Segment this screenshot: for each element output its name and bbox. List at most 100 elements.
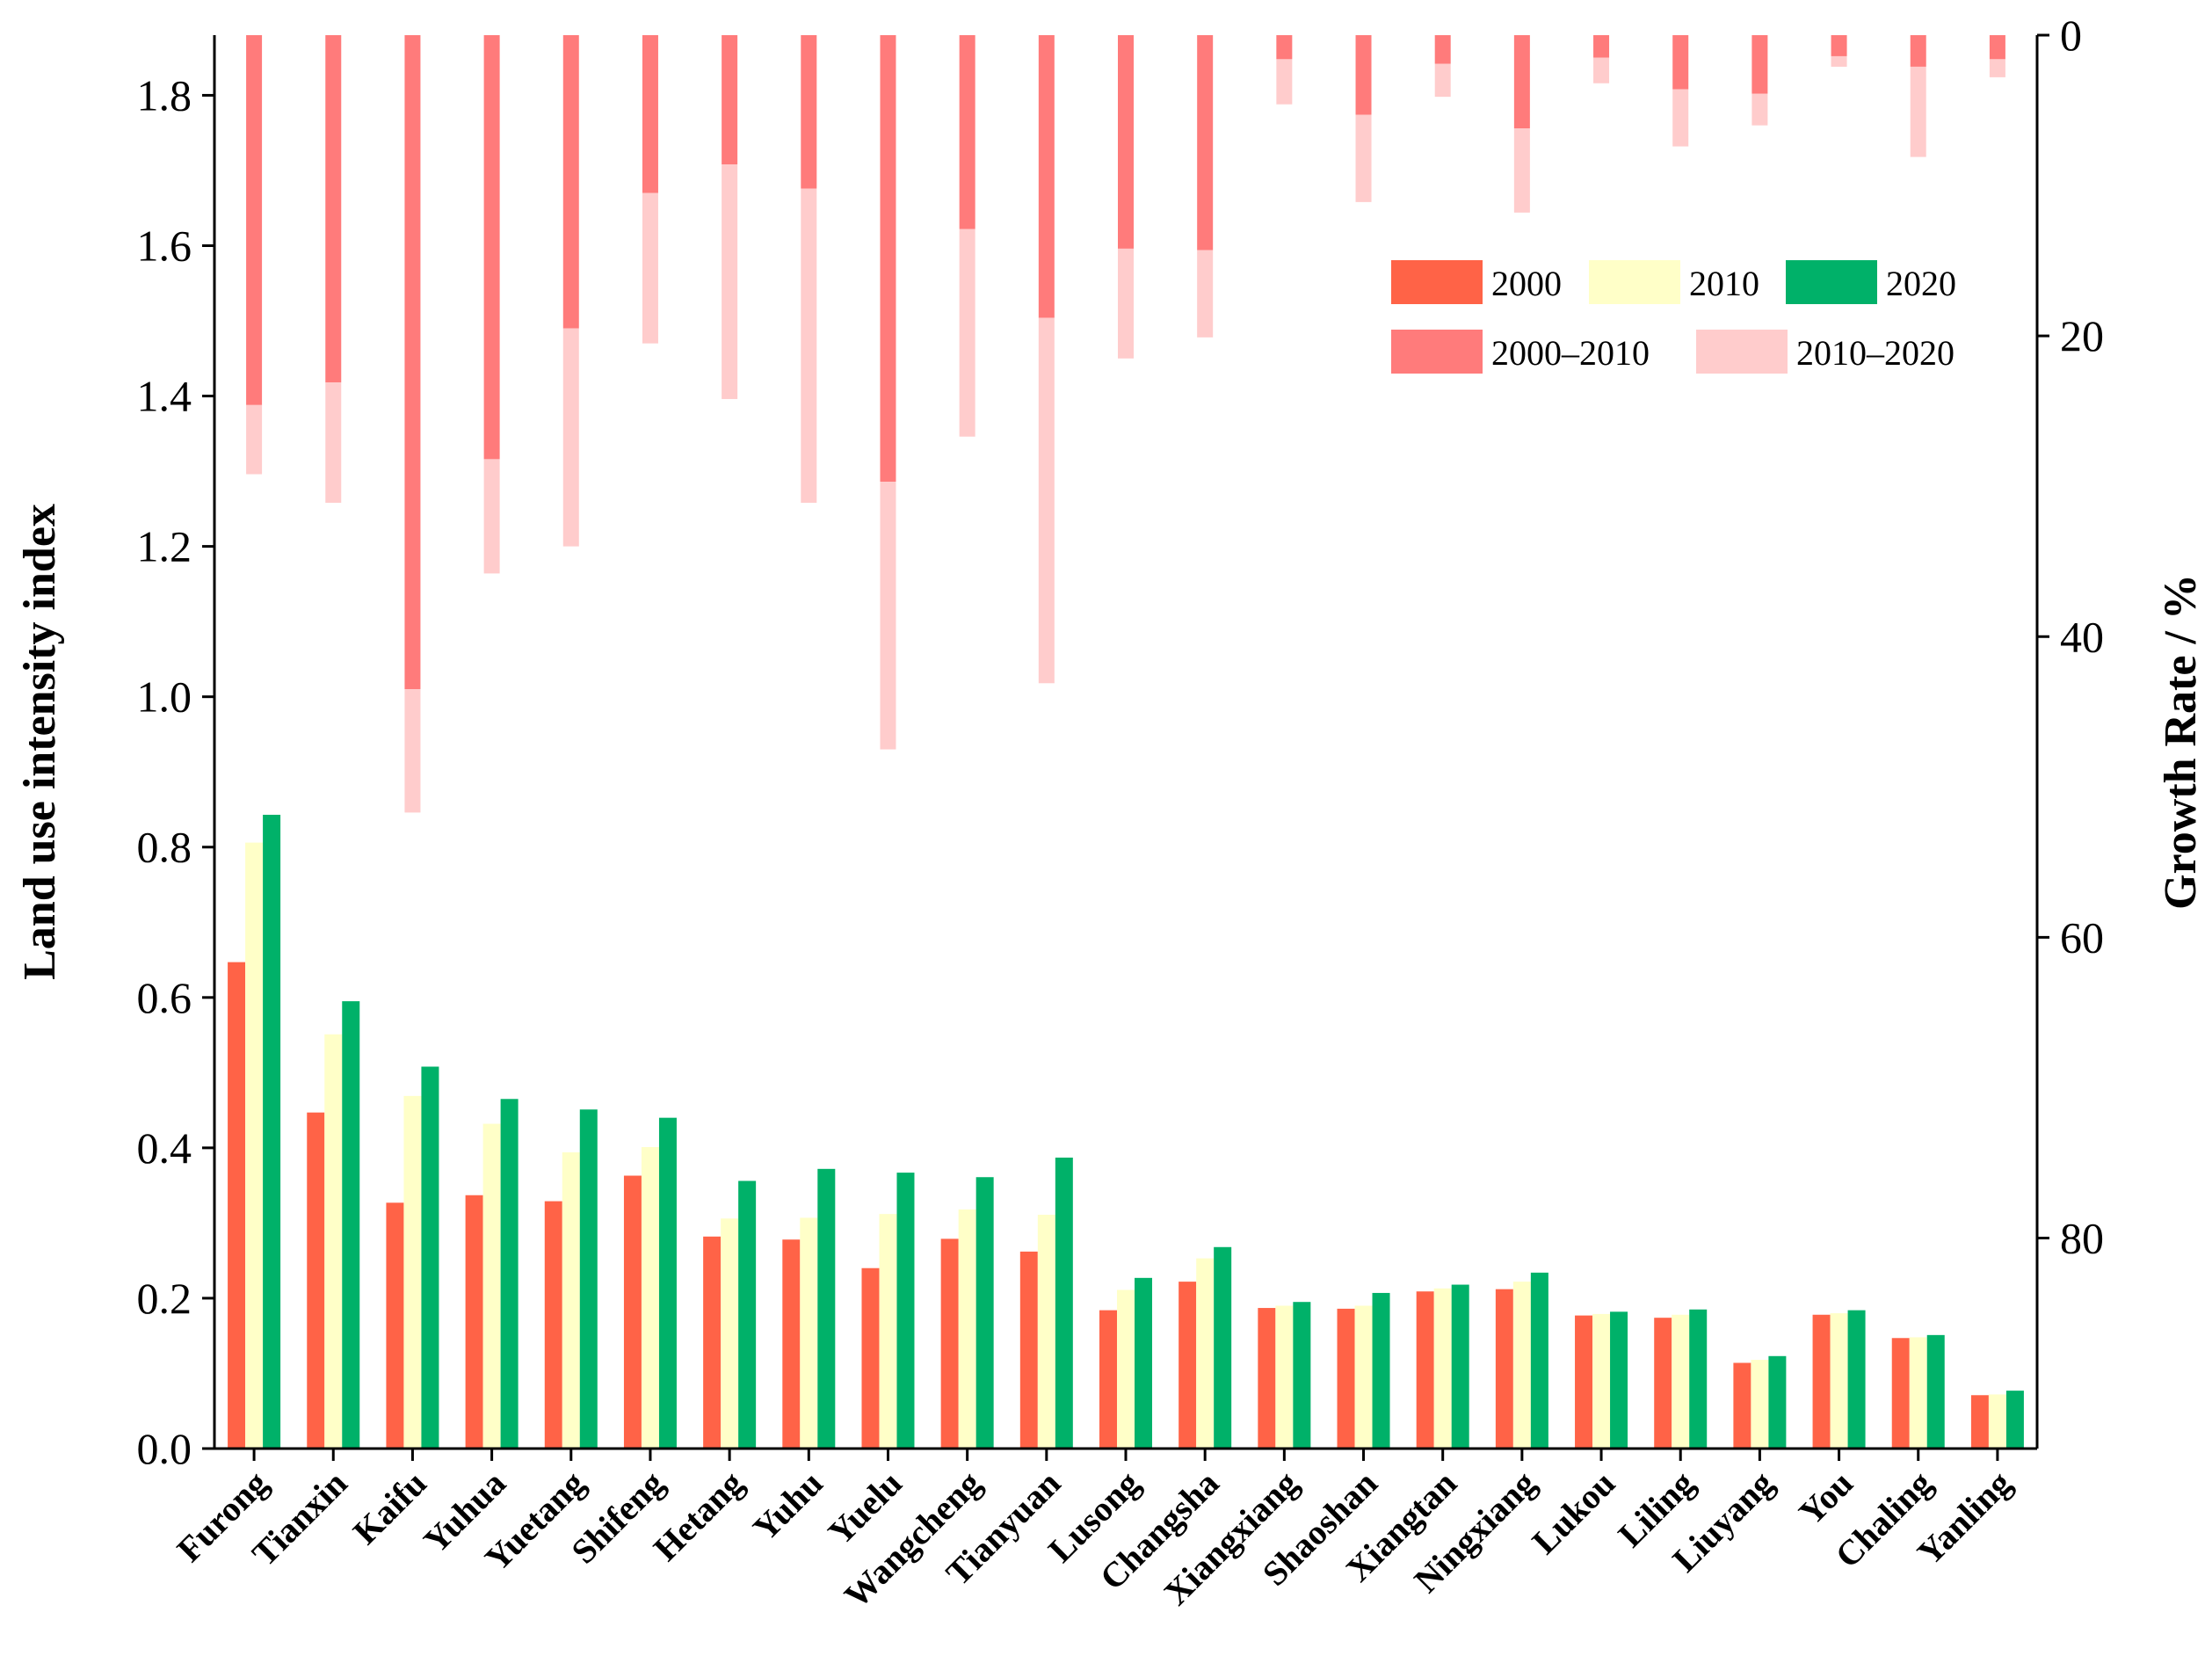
bar-growth-2000-2010-yuetang (562, 35, 579, 329)
bar-2010-yuhua (482, 1123, 501, 1449)
bar-2000-furong (228, 962, 246, 1449)
bar-2020-lukou (1610, 1311, 1628, 1449)
bar-2000-liling (1654, 1318, 1672, 1449)
bar-growth-2010-2020-lukou (1593, 57, 1610, 84)
bar-growth-2000-2010-lusong (1118, 35, 1134, 249)
bar-2000-shaoshan (1337, 1308, 1355, 1449)
legend-swatch-2010-2020 (1696, 330, 1788, 374)
bar-2000-kaifu (386, 1202, 404, 1449)
y-tick-label: 0.6 (137, 973, 192, 1022)
bar-growth-2010-2020-xiangxiang (1276, 59, 1293, 105)
bar-growth-2010-2020-chaling (1910, 66, 1926, 157)
bar-2020-yuhu (817, 1168, 836, 1449)
y-tick-label: 1.6 (137, 221, 192, 270)
legend-swatch-2020 (1786, 260, 1877, 304)
bar-2020-wangcheng (975, 1177, 994, 1449)
bar-growth-2000-2010-xiangtan (1434, 35, 1451, 64)
y-tick-label: 1.0 (137, 672, 192, 722)
bar-growth-2010-2020-kaifu (404, 689, 421, 813)
x-tick-label-lukou: Lukou (1524, 1464, 1622, 1562)
bar-growth-2010-2020-shifeng (642, 192, 658, 344)
bar-2000-ningxiang (1495, 1289, 1513, 1449)
bar-2010-xiangtan (1433, 1288, 1452, 1449)
bar-growth-2000-2010-changsha (1197, 35, 1214, 251)
legend-label-2020: 2020 (1886, 264, 1956, 303)
bar-2010-chaling (1909, 1337, 1927, 1449)
x-tick-label-hetang: Hetang (646, 1464, 751, 1569)
bar-growth-2010-2020-ningxiang (1513, 128, 1530, 213)
bar-2000-hetang (703, 1236, 722, 1449)
bar-2020-yuelu (896, 1173, 915, 1449)
bar-2010-tianxin (324, 1034, 343, 1449)
bar-growth-2010-2020-wangcheng (959, 229, 975, 437)
legend-swatch-2010 (1589, 260, 1680, 304)
bar-2020-hetang (738, 1180, 757, 1449)
bar-2000-yuhu (782, 1239, 801, 1449)
bar-2000-wangcheng (940, 1238, 959, 1449)
bar-2010-yuetang (562, 1152, 580, 1449)
bar-2000-tianyuan (1019, 1251, 1038, 1449)
bar-2010-ningxiang (1512, 1282, 1531, 1449)
bar-growth-2010-2020-yuetang (562, 328, 579, 547)
bar-growth-2000-2010-chaling (1910, 35, 1926, 67)
bar-growth-2000-2010-lukou (1593, 35, 1610, 58)
bar-growth-2000-2010-shaoshan (1355, 35, 1372, 115)
bar-2010-yuhu (800, 1217, 818, 1449)
bar-2000-yuhua (465, 1195, 483, 1449)
bar-2020-shaoshan (1372, 1292, 1390, 1449)
y-right-tick-label: 20 (2060, 311, 2104, 360)
y-axis-title: Land use intensity index (15, 504, 65, 980)
bar-growth-2010-2020-tianyuan (1038, 317, 1055, 684)
bar-2010-yuelu (879, 1214, 897, 1449)
bar-growth-2000-2010-liuyang (1751, 35, 1768, 94)
bar-2010-yanling (1988, 1394, 2006, 1449)
bar-2010-changsha (1196, 1258, 1215, 1449)
bar-2020-tianxin (342, 1001, 360, 1449)
bar-growth-2000-2010-xiangxiang (1276, 35, 1293, 60)
bar-2010-furong (245, 842, 264, 1449)
bar-growth-2010-2020-yuhu (801, 188, 817, 504)
y-tick-label: 1.2 (137, 522, 192, 571)
bar-growth-2010-2020-furong (246, 404, 263, 475)
bar-growth-2000-2010-ningxiang (1513, 35, 1530, 129)
bar-growth-2010-2020-changsha (1197, 250, 1214, 338)
bar-growth-2010-2020-yanling (1989, 59, 2005, 77)
x-tick-label-you: You (1791, 1464, 1860, 1533)
bar-2010-liuyang (1751, 1360, 1769, 1449)
bar-2020-lusong (1135, 1277, 1152, 1449)
bar-growth-2010-2020-liuyang (1751, 93, 1768, 126)
legend-swatch-2000 (1391, 260, 1483, 304)
y-tick-label: 0.4 (137, 1123, 192, 1173)
y-tick-label: 0.8 (137, 823, 192, 872)
bar-growth-2000-2010-liling (1672, 35, 1689, 90)
bar-2000-lukou (1575, 1315, 1593, 1449)
bar-growth-2000-2010-furong (246, 35, 263, 405)
y-tick-label: 1.8 (137, 70, 192, 120)
bar-growth-2000-2010-yuhua (483, 35, 500, 460)
bar-2000-lusong (1099, 1310, 1117, 1449)
bar-2010-wangcheng (958, 1209, 976, 1449)
bar-growth-2000-2010-wangcheng (959, 35, 975, 229)
bar-growth-2010-2020-hetang (722, 164, 738, 399)
bar-2020-shifeng (658, 1117, 677, 1449)
bar-growth-2010-2020-xiangtan (1434, 63, 1451, 98)
bar-2020-liuyang (1768, 1355, 1787, 1449)
y-tick-label: 0.0 (137, 1424, 192, 1473)
bar-2000-chaling (1891, 1338, 1910, 1449)
bar-2020-tianyuan (1055, 1157, 1073, 1449)
bar-2000-yanling (1970, 1395, 1989, 1449)
x-tick-label-yuhu: Yuhu (745, 1464, 830, 1549)
bar-growth-2010-2020-you (1831, 55, 1847, 67)
bar-growth-2010-2020-liling (1672, 89, 1689, 147)
bar-2010-you (1830, 1313, 1848, 1449)
bar-2010-xiangxiang (1275, 1305, 1294, 1449)
bar-2000-xiangxiang (1258, 1308, 1276, 1449)
bar-2000-yuelu (861, 1267, 880, 1449)
growth-rate-bars (246, 35, 2005, 813)
bar-growth-2010-2020-yuhua (483, 459, 500, 574)
bar-2000-liuyang (1733, 1362, 1751, 1449)
bar-growth-2000-2010-tianxin (325, 35, 342, 383)
bar-2020-furong (263, 814, 281, 1449)
y-tick-label: 1.4 (137, 372, 192, 421)
y-right-tick-label: 40 (2060, 612, 2104, 661)
